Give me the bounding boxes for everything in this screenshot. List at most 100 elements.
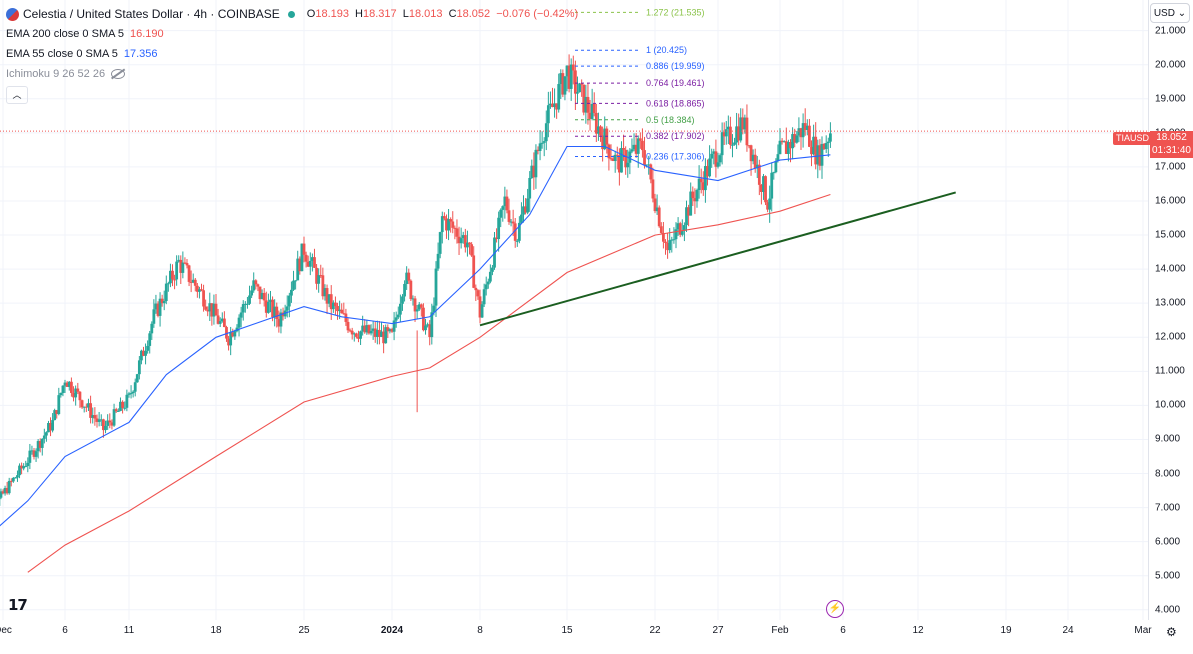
candle-up [540, 142, 544, 144]
candle-up [152, 309, 156, 324]
candle-up [154, 303, 158, 310]
symbol-title[interactable]: Celestia / United States Dollar · 4h · C… [23, 7, 280, 21]
candle-down [306, 261, 310, 267]
candle-up [352, 333, 356, 335]
candle-up [388, 329, 392, 332]
candle-up [220, 318, 224, 322]
candle-down [193, 279, 197, 286]
candle-up [716, 162, 720, 167]
candle-up [123, 407, 127, 409]
candle-up [317, 275, 321, 284]
candle-down [451, 221, 455, 228]
candle-down [20, 465, 23, 469]
time-axis[interactable]: Dec 6 11 18 25 2024 8 15 22 27 Feb 6 12 19 24 Mar [0, 620, 1152, 642]
candle-down [513, 223, 517, 241]
candle-down [342, 313, 346, 315]
candle-down [476, 290, 480, 297]
candle-up [743, 117, 747, 130]
lightning-icon[interactable]: ⚡ [826, 600, 844, 618]
candle-up [739, 117, 743, 141]
bar-countdown: 01:31:40 [1152, 145, 1191, 156]
candle-up [116, 410, 120, 412]
price-tick-label: 19.000 [1155, 93, 1186, 105]
tradingview-logo[interactable]: 17 [8, 596, 28, 614]
candle-up [158, 298, 162, 316]
fib-level-label: 0.764 (19.461) [646, 78, 705, 88]
time-tick-label: 24 [1062, 625, 1074, 636]
candle-down [555, 103, 559, 110]
candle-down [78, 391, 82, 401]
market-status-icon[interactable] [287, 10, 295, 18]
candle-down [678, 223, 682, 235]
candle-up [266, 302, 270, 313]
collapse-legend-button[interactable]: ︿ [6, 86, 28, 104]
candle-down [803, 123, 807, 130]
indicator-ichimoku[interactable]: Ichimoku 9 26 52 26 [6, 64, 581, 84]
candle-down [808, 125, 811, 147]
candle-down [586, 96, 590, 113]
candle-up [563, 76, 567, 95]
ohlc-values: O18.193 H18.317 L18.013 C18.052 −0.076 (… [306, 8, 579, 20]
candle-up [327, 294, 331, 304]
indicator-ema55[interactable]: EMA 55 close 0 SMA 5 17.356 [6, 48, 158, 60]
candle-up [553, 103, 556, 108]
candle-up [59, 392, 63, 396]
candle-up [243, 303, 247, 305]
candle-up [432, 305, 436, 313]
indicator-ema200[interactable]: EMA 200 close 0 SMA 5 16.190 [6, 28, 164, 40]
candle-down [76, 388, 80, 392]
time-tick-label: 27 [712, 625, 724, 636]
candle-up [787, 142, 790, 154]
candle-down [495, 237, 498, 240]
candle-up [246, 303, 249, 305]
candle-down [363, 325, 367, 333]
price-chart[interactable]: 1.272 (21.535) 1 (20.425) 0.886 (19.959) 0.… [0, 0, 1148, 620]
candle-up [484, 284, 488, 290]
candle-down [110, 422, 114, 426]
candle-down [258, 286, 262, 300]
time-tick-label: 2024 [380, 625, 404, 636]
time-tick-label: 6 [840, 625, 846, 636]
candle-up [768, 198, 772, 210]
support-trendline [479, 191, 956, 327]
candle-down [206, 309, 210, 312]
candle-down [588, 112, 592, 119]
candle-up [51, 420, 54, 431]
price-axis[interactable] [1148, 0, 1193, 620]
candle-up [82, 406, 86, 408]
candle-up [16, 475, 19, 478]
candle-down [189, 281, 193, 283]
candle-up [87, 403, 90, 408]
candle-up [544, 123, 548, 142]
hidden-eye-icon[interactable] [111, 69, 126, 79]
candle-up [137, 360, 141, 375]
candle-down [256, 284, 260, 287]
candle-up [676, 223, 680, 230]
currency-selector[interactable]: USD ⌄ [1150, 3, 1190, 23]
candle-down [1, 491, 5, 494]
candle-up [166, 283, 170, 285]
candle-down [714, 151, 718, 167]
candle-up [28, 450, 32, 463]
gear-icon[interactable]: ⚙ [1166, 625, 1177, 639]
candle-down [156, 303, 160, 316]
candle-up [99, 419, 103, 421]
candle-up [782, 141, 786, 143]
candle-up [405, 272, 409, 284]
candle-up [296, 258, 300, 281]
candle-down [422, 307, 425, 331]
candle-down [304, 254, 308, 262]
candle-up [175, 261, 179, 280]
candle-down [789, 142, 792, 149]
candle-down [453, 227, 457, 229]
candle-up [720, 132, 724, 156]
candle-down [442, 216, 446, 219]
candle-up [371, 328, 375, 331]
candle-up [712, 151, 716, 154]
candle-up [499, 209, 503, 218]
candle-up [636, 138, 640, 154]
candle-down [766, 202, 769, 210]
candle-up [731, 144, 734, 146]
fib-level-label: 0.618 (18.865) [646, 98, 705, 108]
candle-up [26, 462, 30, 467]
